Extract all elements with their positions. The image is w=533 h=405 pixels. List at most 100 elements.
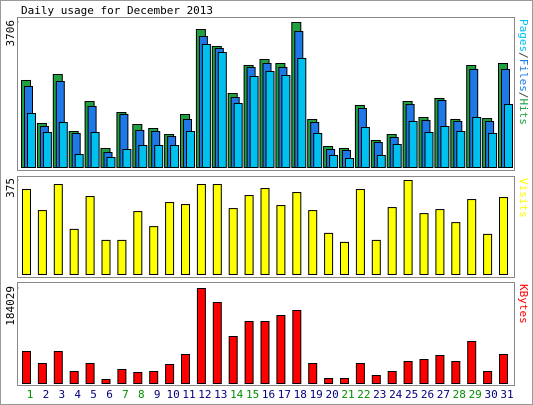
bar — [106, 156, 116, 168]
bar — [186, 131, 195, 168]
x-tick-label: 5 — [90, 388, 97, 401]
bar — [276, 205, 286, 275]
bar — [212, 302, 222, 384]
bar — [483, 233, 493, 275]
bar — [181, 204, 190, 275]
bar — [196, 288, 206, 384]
legend-entry: Hits — [517, 99, 530, 126]
bar — [472, 116, 482, 168]
bar — [313, 132, 323, 168]
bar — [340, 241, 349, 276]
bar — [101, 239, 111, 275]
bar — [260, 321, 270, 385]
bar — [499, 197, 508, 275]
bar — [85, 196, 95, 275]
bar — [85, 363, 95, 385]
bar — [22, 189, 31, 275]
panel-frame — [17, 17, 515, 171]
y-tick-label: 3706 — [4, 20, 17, 47]
bar — [403, 361, 413, 385]
legend-entry: Visits — [517, 178, 530, 218]
bar — [165, 202, 175, 275]
bar — [408, 120, 418, 168]
bar — [42, 131, 52, 169]
x-tick-label: 13 — [214, 388, 227, 401]
bar — [170, 145, 180, 169]
bar — [212, 184, 222, 275]
bar — [435, 209, 445, 275]
x-tick-label: 28 — [453, 388, 466, 401]
bar — [37, 363, 47, 385]
bar — [403, 180, 413, 275]
bar — [371, 239, 381, 275]
bar — [249, 75, 259, 168]
bar — [329, 154, 339, 169]
bar — [53, 184, 63, 275]
x-tick-label: 7 — [122, 388, 129, 401]
legend: Pages/Files/Hits — [517, 19, 530, 125]
bar — [196, 184, 206, 275]
bar — [133, 372, 143, 384]
bar — [456, 131, 466, 168]
bar — [488, 132, 498, 168]
bar — [371, 375, 381, 385]
bar — [201, 43, 211, 168]
x-tick-label: 8 — [138, 388, 145, 401]
x-tick-label: 19 — [310, 388, 323, 401]
bar — [308, 363, 318, 385]
bar — [149, 371, 159, 385]
bar — [233, 102, 243, 168]
bar — [435, 355, 445, 385]
x-tick-label: 14 — [230, 388, 244, 401]
legend-separator: / — [517, 92, 530, 99]
bar — [133, 211, 143, 276]
x-tick-label: 2 — [43, 388, 50, 401]
bar — [74, 154, 84, 168]
bar — [387, 207, 397, 276]
x-tick-label: 1 — [27, 388, 34, 401]
bar — [340, 378, 349, 384]
bar — [217, 52, 227, 168]
bar — [58, 122, 68, 168]
panel-frame — [17, 282, 515, 386]
bar — [138, 145, 148, 169]
bar — [53, 351, 63, 385]
bar — [387, 371, 397, 385]
y-tick-label: 184029 — [4, 286, 17, 326]
bar — [69, 228, 79, 276]
bar — [355, 189, 365, 275]
bar — [101, 379, 111, 385]
bar — [360, 127, 370, 168]
x-tick-label: 26 — [421, 388, 434, 401]
bar — [154, 145, 164, 169]
bar — [451, 361, 461, 385]
bar — [90, 131, 100, 169]
bar — [324, 378, 334, 384]
legend-entry: KBytes — [517, 284, 530, 324]
x-tick-label: 3 — [58, 388, 65, 401]
x-tick-label: 12 — [198, 388, 211, 401]
bar — [355, 363, 365, 385]
y-tick-label: 375 — [4, 178, 17, 198]
bar — [308, 210, 318, 275]
bar — [419, 359, 429, 385]
bar — [292, 192, 302, 275]
bar — [117, 239, 127, 275]
x-tick-label: 27 — [437, 388, 450, 401]
x-tick-label: 16 — [262, 388, 275, 401]
x-tick-label: 18 — [294, 388, 307, 401]
bar — [292, 310, 302, 384]
x-tick-label: 9 — [154, 388, 161, 401]
bar — [499, 354, 508, 384]
bar — [297, 57, 307, 168]
bar — [276, 315, 286, 385]
bar — [27, 113, 36, 168]
bar — [483, 371, 493, 385]
x-tick-label: 20 — [325, 388, 338, 401]
x-tick-label: 10 — [166, 388, 179, 401]
bar — [467, 199, 477, 275]
x-tick-label: 17 — [278, 388, 291, 401]
bar — [467, 341, 477, 385]
bar — [424, 131, 434, 169]
